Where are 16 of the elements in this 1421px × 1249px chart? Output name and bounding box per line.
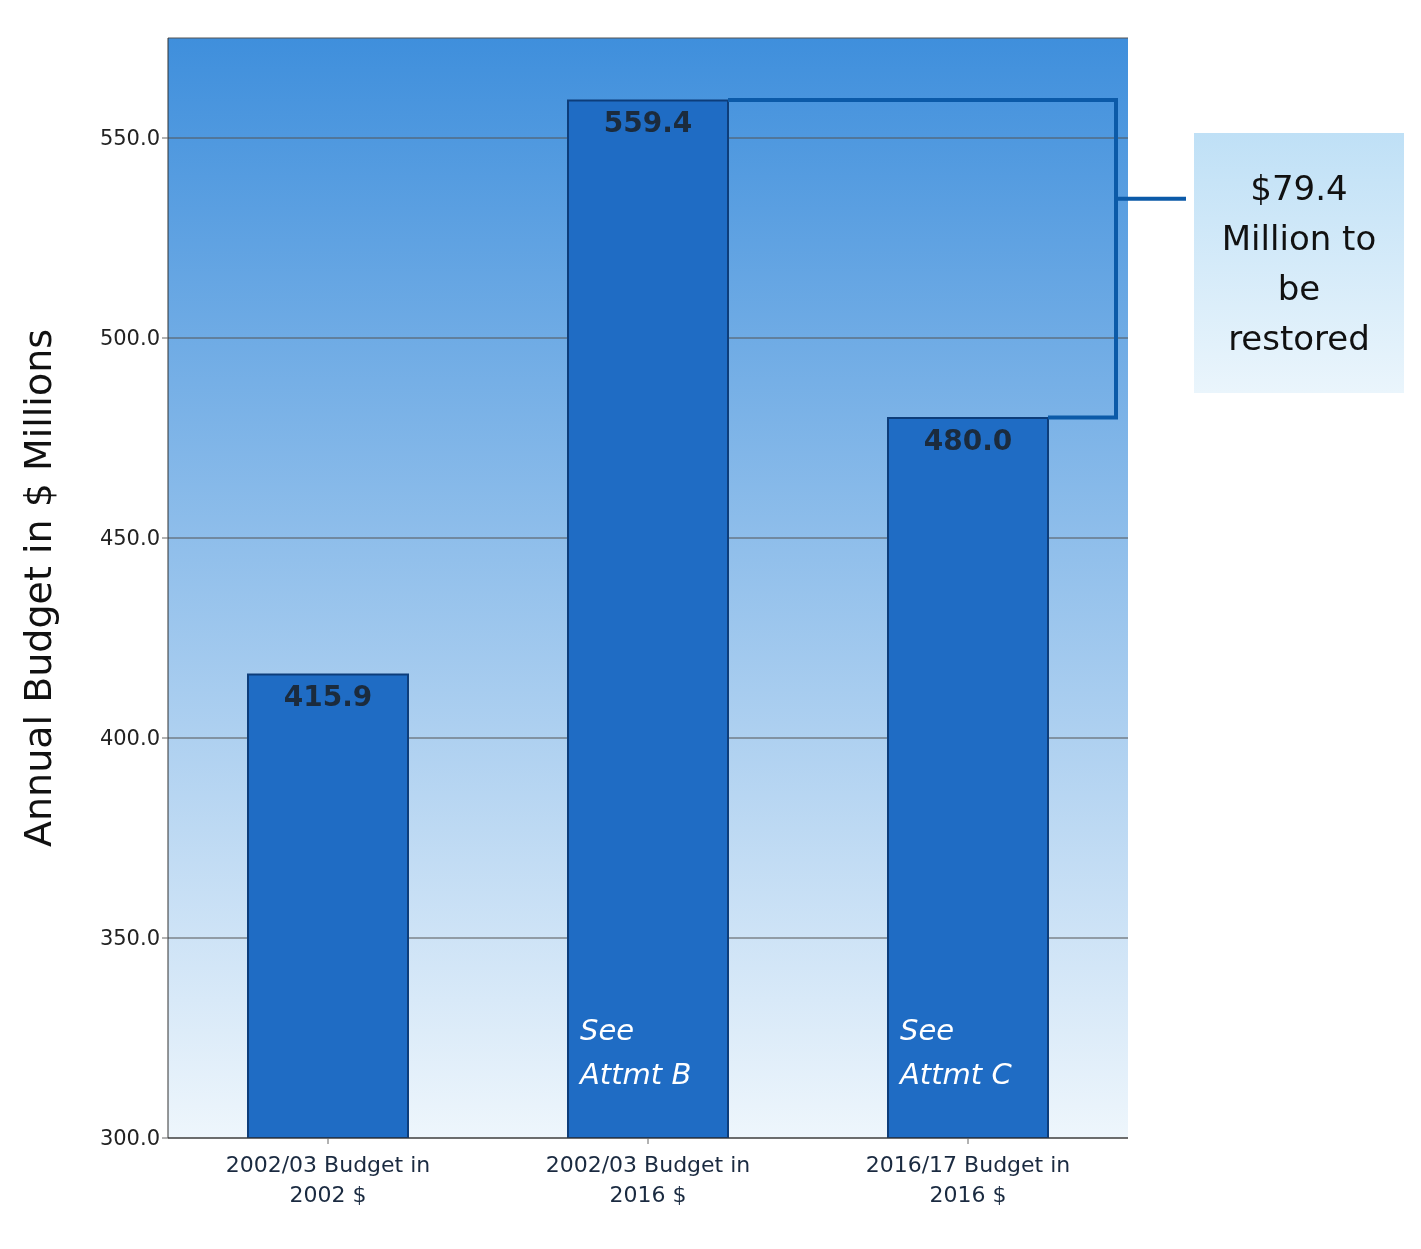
y-tick-label: 350.0 [99,926,160,951]
x-tick-label: 2016/17 Budget in 2016 $ [865,1152,1071,1207]
y-tick-label: 450.0 [99,526,160,551]
x-tick-label: 2002/03 Budget in 2002 $ [225,1152,431,1207]
data-label: 480.0 [923,423,1013,457]
y-tick-label: 300.0 [99,1126,160,1151]
y-tick-label: 500.0 [99,326,160,351]
text: $79.4 Million to be restored [1220,167,1378,360]
data-label: 415.9 [283,680,373,714]
annotation: See Attmt C [900,1012,1012,1093]
y-tick-label: 550.0 [99,126,160,151]
y-tick-label: 400.0 [99,726,160,751]
annotation: See Attmt B [580,1012,692,1093]
x-tick-label: 2002/03 Budget in 2016 $ [545,1152,751,1207]
y-axis-title: Annual Budget in $ Millions [16,328,61,848]
data-label: 559.4 [603,106,693,140]
